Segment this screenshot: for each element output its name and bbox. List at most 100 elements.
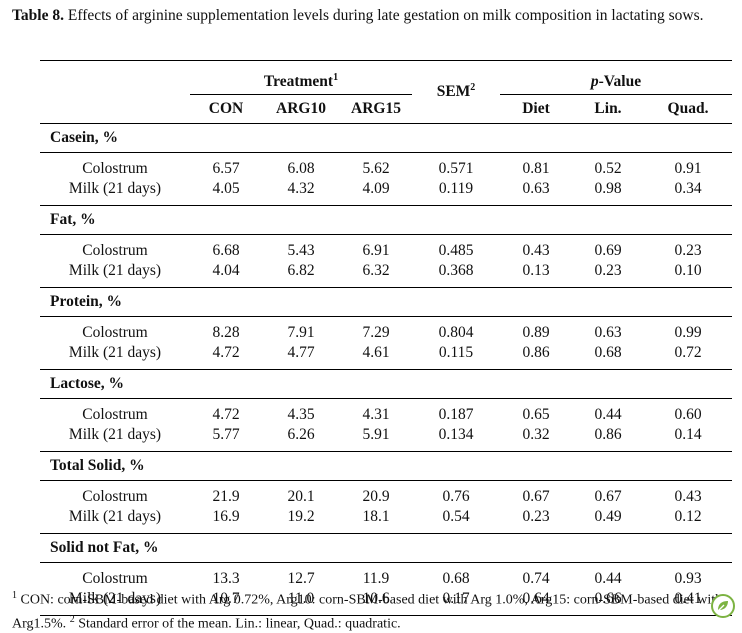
group-row: Total Solid, %	[40, 451, 732, 481]
col-header-arg15: ARG15	[351, 100, 401, 117]
table-body: Casein, % Colostrum 6.57 6.08 5.62 0.571 0.81 0…	[40, 123, 732, 616]
cell-value: 0.13	[522, 262, 550, 279]
table-row: Milk (21 days) 5.77 6.26 5.91 0.134 0.32 0.86 0…	[40, 425, 732, 445]
cell-value: 5.62	[362, 160, 390, 177]
header-sem: SEM2	[436, 82, 476, 101]
cell-value: 6.91	[362, 242, 390, 259]
cell-value: 5.43	[287, 242, 315, 259]
cell-value: 6.08	[287, 160, 315, 177]
cell-value: 0.76	[442, 488, 470, 505]
group-divider	[40, 316, 732, 324]
cell-value: 0.91	[674, 160, 702, 177]
row-label: Colostrum	[82, 406, 148, 423]
cell-value: 7.29	[362, 324, 390, 341]
group-row: Fat, %	[40, 205, 732, 235]
group-title: Casein, %	[50, 129, 119, 146]
cell-value: 0.134	[438, 426, 474, 443]
table-row: Colostrum 6.68 5.43 6.91 0.485 0.43 0.69 0.23	[40, 241, 732, 261]
cell-value: 6.68	[212, 242, 240, 259]
table-caption: Table 8. Effects of arginine supplementa…	[12, 4, 734, 27]
table-row: Milk (21 days) 4.05 4.32 4.09 0.119 0.63 0.98 0…	[40, 179, 732, 199]
table-row: Colostrum 8.28 7.91 7.29 0.804 0.89 0.63 0.99	[40, 323, 732, 343]
cell-value: 0.68	[594, 344, 622, 361]
cell-value: 0.17	[442, 590, 470, 607]
cell-value: 0.63	[522, 180, 550, 197]
cell-value: 0.10	[674, 262, 702, 279]
cell-value: 4.72	[212, 406, 240, 423]
cell-value: 0.54	[442, 508, 470, 525]
group-row: Lactose, %	[40, 369, 732, 399]
cell-value: 20.9	[362, 488, 390, 505]
cell-value: 0.43	[674, 488, 702, 505]
row-label: Colostrum	[82, 160, 148, 177]
cell-value: 0.187	[438, 406, 474, 423]
group-row: Protein, %	[40, 287, 732, 317]
row-label: Milk (21 days)	[68, 590, 162, 607]
cell-value: 0.63	[594, 324, 622, 341]
cell-value: 0.368	[438, 262, 474, 279]
cell-value: 0.52	[594, 160, 622, 177]
row-label: Colostrum	[82, 324, 148, 341]
cell-value: 10.7	[212, 590, 240, 607]
cell-value: 0.485	[438, 242, 474, 259]
cell-value: 6.57	[212, 160, 240, 177]
cell-value: 21.9	[212, 488, 240, 505]
cell-value: 0.64	[522, 590, 550, 607]
cell-value: 0.115	[438, 344, 474, 361]
group-title: Lactose, %	[50, 375, 125, 392]
cell-value: 6.82	[287, 262, 315, 279]
cell-value: 4.09	[362, 180, 390, 197]
group-divider	[40, 152, 732, 160]
cell-value: 4.32	[287, 180, 315, 197]
cell-value: 0.72	[674, 344, 702, 361]
row-label: Milk (21 days)	[68, 262, 162, 279]
leaf-logo-icon	[711, 594, 735, 618]
cell-value: 0.44	[594, 570, 622, 587]
cell-value: 16.9	[212, 508, 240, 525]
cell-value: 0.23	[522, 508, 550, 525]
header-pvalue: p-Value	[500, 60, 732, 95]
cell-value: 0.89	[522, 324, 550, 341]
cell-value: 10.6	[362, 590, 390, 607]
cell-value: 4.31	[362, 406, 390, 423]
col-header-con: CON	[208, 100, 244, 117]
cell-value: 0.65	[522, 406, 550, 423]
cell-value: 5.77	[212, 426, 240, 443]
cell-value: 0.32	[522, 426, 550, 443]
cell-value: 0.67	[594, 488, 622, 505]
cell-value: 0.44	[594, 406, 622, 423]
col-header-arg10: ARG10	[276, 100, 326, 117]
cell-value: 0.41	[674, 590, 702, 607]
cell-value: 0.81	[522, 160, 550, 177]
table-row: Milk (21 days) 4.72 4.77 4.61 0.115 0.86 0.68 0…	[40, 343, 732, 363]
cell-value: 0.98	[594, 180, 622, 197]
col-header-lin: Lin.	[594, 100, 622, 117]
group-title: Solid not Fat, %	[50, 539, 159, 556]
cell-value: 0.60	[674, 406, 702, 423]
cell-value: 4.72	[212, 344, 240, 361]
table-row: Colostrum 4.72 4.35 4.31 0.187 0.65 0.44 0.60	[40, 405, 732, 425]
group-divider	[40, 480, 732, 488]
cell-value: 12.7	[287, 570, 315, 587]
table-footnotes: 1 CON: corn-SBM-based diet with Arg 0.72…	[12, 590, 723, 632]
cell-value: 19.2	[287, 508, 315, 525]
group-divider	[40, 562, 732, 570]
cell-value: 0.23	[674, 242, 702, 259]
cell-value: 13.3	[212, 570, 240, 587]
group-title: Protein, %	[50, 293, 123, 310]
header-empty-2	[40, 95, 190, 124]
cell-value: 0.571	[438, 160, 474, 177]
group-row: Solid not Fat, %	[40, 533, 732, 563]
data-table: Treatment1 SEM2 p-Value CON ARG10 ARG15 Die…	[40, 60, 732, 616]
group-row: Casein, %	[40, 123, 732, 153]
cell-value: 4.05	[212, 180, 240, 197]
table-row: Colostrum 21.9 20.1 20.9 0.76 0.67 0.67 0.43	[40, 487, 732, 507]
cell-value: 0.69	[594, 242, 622, 259]
row-label: Milk (21 days)	[68, 344, 162, 361]
footnote-2: Standard error of the mean. Lin.: linear…	[74, 616, 401, 632]
row-label: Colostrum	[82, 242, 148, 259]
group-title: Fat, %	[50, 211, 96, 228]
row-label: Milk (21 days)	[68, 508, 162, 525]
cell-value: 0.23	[594, 262, 622, 279]
cell-value: 7.91	[287, 324, 315, 341]
